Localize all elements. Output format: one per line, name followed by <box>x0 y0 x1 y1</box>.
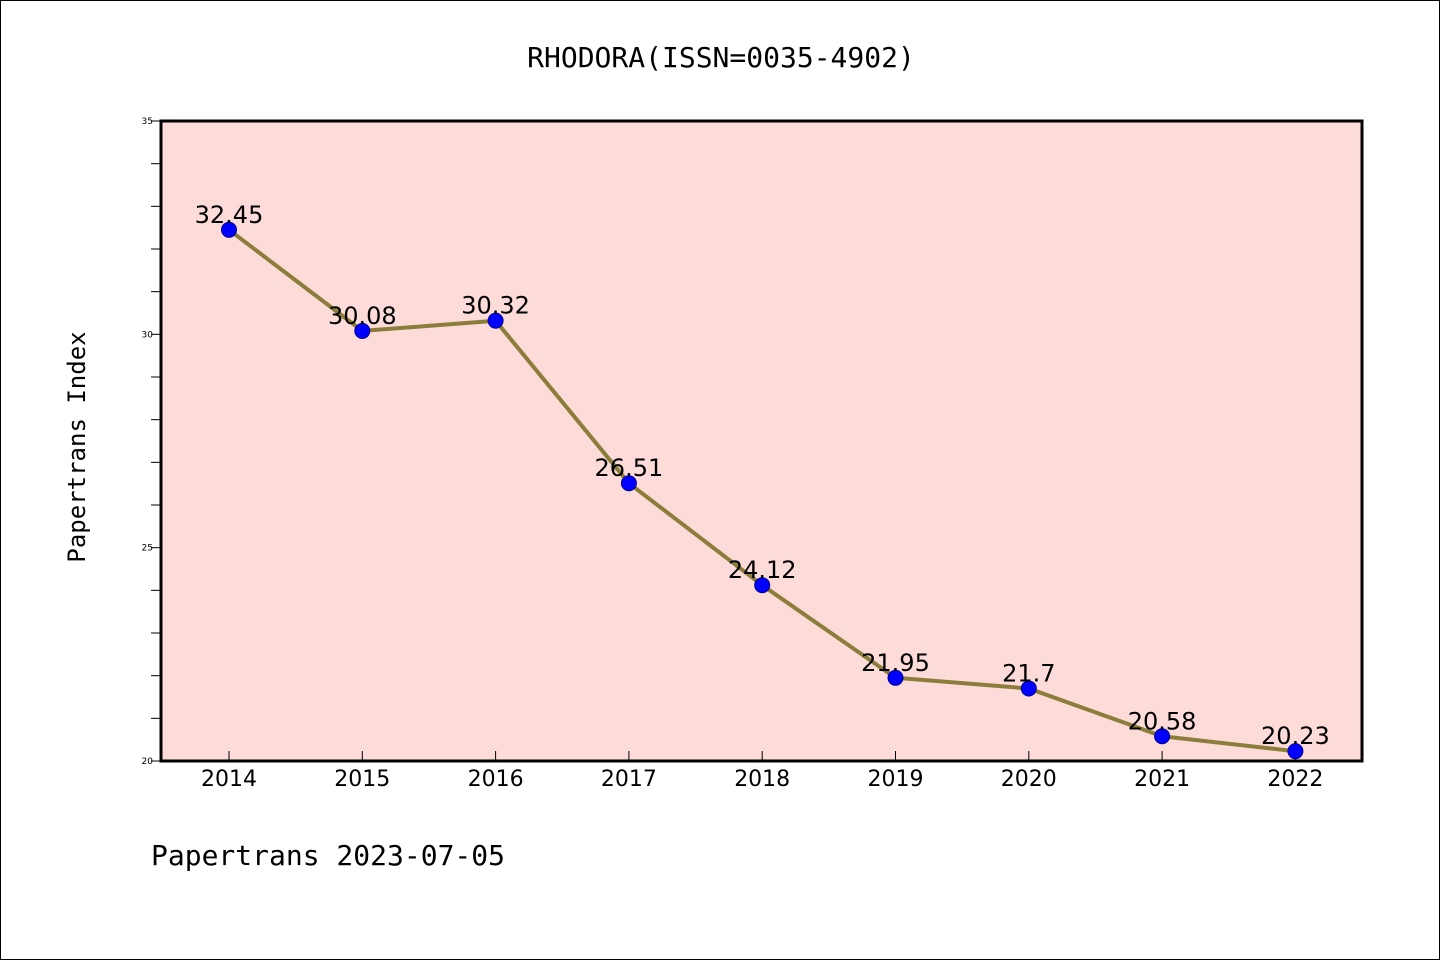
data-point <box>887 669 904 686</box>
x-tick-label: 2016 <box>468 767 524 792</box>
data-label: 20.58 <box>1128 707 1197 735</box>
data-label: 24.12 <box>728 556 797 584</box>
data-label: 30.08 <box>328 302 397 330</box>
y-axis-ticks: 20 25 30 35 <box>142 117 161 767</box>
data-label: 30.32 <box>461 292 530 320</box>
y-axis-label: Papertrans Index <box>63 331 91 562</box>
y-tick-label: 35 <box>142 117 153 127</box>
x-axis-ticks: 2014 2015 2016 2017 2018 2019 2020 2021 2022 <box>201 751 1323 792</box>
series-layer <box>221 221 1304 760</box>
y-tick-label: 20 <box>142 757 154 767</box>
chart-title: RHODORA(ISSN=0035-4902) <box>527 41 915 74</box>
data-label: 21.95 <box>861 649 930 677</box>
x-tick-label: 2019 <box>868 767 924 792</box>
data-label: 21.7 <box>1002 659 1055 687</box>
data-labels: 32.45 30.08 30.32 26.51 24.12 21.95 21.7 20.58 2… <box>195 201 1330 750</box>
y-tick-label: 25 <box>142 544 153 554</box>
x-tick-label: 2017 <box>601 767 657 792</box>
x-tick-label: 2015 <box>334 767 390 792</box>
x-tick-label: 2020 <box>1001 767 1057 792</box>
data-point <box>620 475 637 492</box>
plot-frame <box>159 119 1364 763</box>
x-tick-label: 2022 <box>1267 767 1323 792</box>
x-tick-label: 2014 <box>201 767 257 792</box>
data-label: 32.45 <box>195 201 264 229</box>
y-tick-label: 30 <box>142 330 154 340</box>
data-point <box>754 577 771 594</box>
footer-text: Papertrans 2023-07-05 <box>151 839 505 872</box>
data-point <box>1287 743 1304 760</box>
data-label: 20.23 <box>1261 722 1330 750</box>
x-tick-label: 2021 <box>1134 767 1190 792</box>
data-point <box>1154 728 1171 745</box>
data-point <box>354 322 371 339</box>
data-point <box>1020 680 1037 697</box>
data-point <box>487 312 504 329</box>
x-tick-label: 2018 <box>734 767 790 792</box>
data-point <box>221 221 237 238</box>
plot-area <box>161 121 1362 761</box>
data-label: 26.51 <box>595 454 664 482</box>
